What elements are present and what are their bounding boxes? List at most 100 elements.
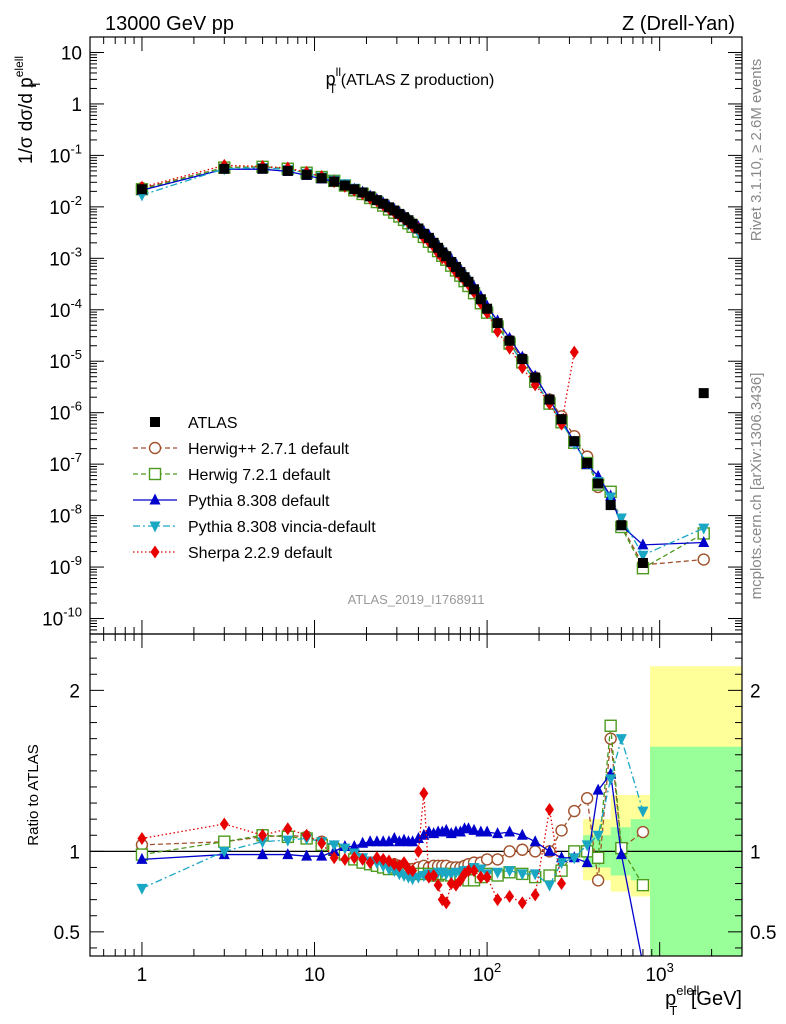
- ratio-point-pythia: [468, 823, 480, 835]
- ratio-point-herwigpp: [568, 804, 581, 818]
- ratio-point-herwig7: [218, 835, 231, 848]
- ratio-series-pythia: [136, 767, 643, 956]
- atlas-data-point: [383, 202, 394, 213]
- ratio-point-herwigpp: [516, 843, 529, 856]
- atlas-data-point: [136, 184, 147, 195]
- main-point-vincia: [637, 550, 649, 562]
- ratio-point-herwig7: [636, 878, 650, 892]
- ratio-point-sherpa: [283, 822, 293, 836]
- atlas-data-point: [339, 180, 350, 191]
- main-point-vincia: [605, 492, 617, 504]
- ratio-point-sherpa: [482, 870, 492, 884]
- main-point-herwigpp: [697, 553, 710, 566]
- ratio-point-sherpa: [317, 836, 327, 850]
- atlas-data-point: [257, 163, 268, 174]
- ratio-point-sherpa: [545, 802, 555, 816]
- atlas-data-point: [637, 557, 648, 568]
- ratio-point-sherpa: [219, 817, 229, 831]
- ratio-point-sherpa: [530, 888, 540, 902]
- xlabel: pelell T [GeV]: [665, 983, 742, 1018]
- ratio-point-vincia: [257, 837, 269, 849]
- ratio-point-sherpa: [378, 852, 388, 866]
- ratio-point-pythia: [581, 856, 593, 868]
- analysis-watermark: ATLAS_2019_I1768911: [348, 592, 485, 607]
- y-tick-label: 10-4: [49, 296, 82, 322]
- title-sub: T: [329, 82, 337, 96]
- ratio-point-sherpa: [302, 828, 312, 842]
- ratio-point-herwigpp: [480, 853, 494, 866]
- ratio-panel-frame: [89, 633, 743, 957]
- atlas-data-point: [316, 173, 327, 184]
- atlas-data-point: [593, 478, 604, 489]
- ratio-point-sherpa: [441, 896, 451, 910]
- x-tick-label: 103: [645, 960, 673, 986]
- main-panel-title: pll T (ATLAS Z production): [326, 65, 495, 96]
- atlas-data-point: [605, 500, 616, 511]
- ratio-point-vincia: [556, 858, 568, 870]
- ratio-point-sherpa: [493, 893, 503, 907]
- ratio-point-sherpa: [258, 828, 268, 842]
- ratio-point-vincia: [492, 867, 504, 879]
- legend-entry-0: ATLAS: [150, 415, 238, 432]
- atlas-data-point: [219, 163, 230, 174]
- main-series-layer: [135, 158, 710, 575]
- ratio-axis-ticks: 1 10 102 103 0.5 0.5 1 1 2 2: [54, 634, 776, 986]
- ratio-point-pythia: [412, 831, 424, 843]
- legend-entry-5: Sherpa 2.2.9 default: [133, 545, 333, 562]
- ratio-point-sherpa: [429, 869, 439, 882]
- atlas-data-point: [413, 223, 424, 234]
- atlas-data-point: [463, 276, 474, 287]
- ratio-point-herwig7: [591, 851, 605, 864]
- main-ylabel-sub: T: [29, 80, 43, 88]
- ratio-point-herwig7: [604, 719, 617, 732]
- title-rest: (ATLAS Z production): [336, 72, 494, 89]
- ratio-point-sherpa: [413, 844, 423, 858]
- main-series-herwig7: [135, 160, 710, 575]
- atlas-data-point: [455, 267, 466, 278]
- main-axis-ticks: 10-10 10-9 10-8 10-7 10-6 10-5 10-4 10-3 10-2 10-…: [42, 36, 743, 634]
- y-tick-label: 10-1: [49, 141, 82, 167]
- legend-label: Sherpa 2.2.9 default: [188, 545, 333, 562]
- ratio-point-vincia: [282, 835, 294, 847]
- atlas-data-point: [329, 176, 340, 187]
- atlas-data-point: [365, 191, 376, 202]
- y-tick-label: 10-3: [49, 244, 82, 270]
- ratio-point-herwig7: [543, 869, 556, 882]
- ratio-point-pythia: [592, 783, 604, 795]
- ratio-point-sherpa: [433, 878, 443, 892]
- rivet-label: Rivet 3.1.10, ≥ 2.6M events: [748, 59, 765, 242]
- ratio-y-tick-label: 2: [69, 681, 80, 702]
- y-tick-label: 10-5: [49, 347, 82, 373]
- main-point-pythia: [637, 538, 649, 550]
- xlabel-rest: [GeV]: [685, 988, 742, 1010]
- atlas-data-point: [418, 228, 429, 239]
- ratio-point-sherpa: [340, 852, 350, 866]
- atlas-data-point: [569, 436, 580, 447]
- ratio-point-vincia: [568, 853, 580, 865]
- atlas-data-point: [378, 198, 389, 209]
- ratio-point-sherpa: [557, 877, 567, 891]
- ratio-point-pythia: [136, 852, 148, 864]
- legend-marker-pythia: [149, 493, 161, 505]
- legend-marker-vincia: [149, 521, 161, 533]
- atlas-data-point: [407, 218, 418, 229]
- ratio-point-herwigpp: [580, 792, 594, 805]
- y-tick-label: 10: [61, 43, 82, 64]
- ratio-y-tick-label-right: 1: [750, 842, 761, 863]
- atlas-data-point: [371, 195, 382, 206]
- legend-marker-herwig7: [148, 467, 162, 481]
- ratio-point-pythia: [407, 835, 419, 847]
- x-tick-label: 10: [304, 965, 325, 986]
- main-ylabel-text: 1/σ dσ/d p: [16, 77, 37, 164]
- ratio-point-pythia: [481, 825, 493, 837]
- ratio-series-sherpa: [137, 786, 567, 910]
- ratio-point-vincia: [377, 861, 389, 873]
- mcplots-label: mcplots.cern.ch [arXiv:1306.3436]: [748, 373, 765, 600]
- main-ylabel-sup: elell: [12, 56, 26, 77]
- atlas-data-point: [349, 184, 360, 195]
- xlabel-sub: T: [669, 1003, 677, 1018]
- ratio-point-vincia: [637, 806, 649, 818]
- legend-label: Pythia 8.308 vincia-default: [188, 519, 376, 536]
- atlas-data-point: [492, 318, 503, 329]
